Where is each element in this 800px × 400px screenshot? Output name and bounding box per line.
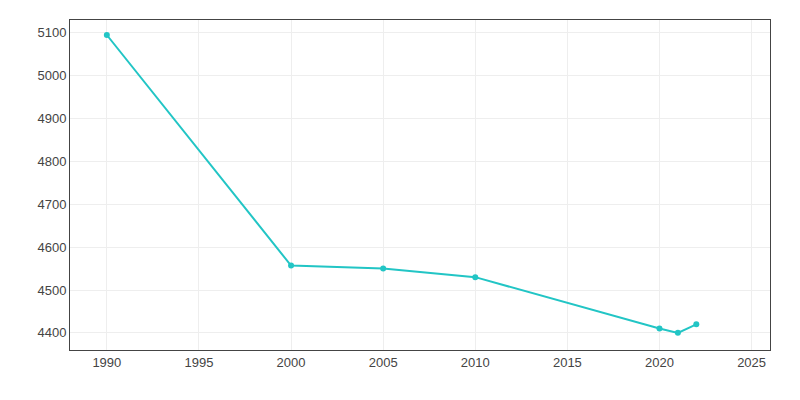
svg-text:2015: 2015 (553, 355, 582, 370)
svg-text:2005: 2005 (369, 355, 398, 370)
svg-text:2000: 2000 (277, 355, 306, 370)
svg-text:5100: 5100 (37, 25, 66, 40)
svg-text:1990: 1990 (92, 355, 121, 370)
svg-text:1995: 1995 (184, 355, 213, 370)
svg-text:4800: 4800 (37, 154, 66, 169)
svg-text:4400: 4400 (37, 325, 66, 340)
svg-text:4900: 4900 (37, 111, 66, 126)
svg-text:4700: 4700 (37, 197, 66, 212)
svg-text:5000: 5000 (37, 68, 66, 83)
svg-text:2020: 2020 (645, 355, 674, 370)
svg-text:4600: 4600 (37, 240, 66, 255)
svg-text:4500: 4500 (37, 283, 66, 298)
svg-text:2025: 2025 (737, 355, 766, 370)
svg-text:2010: 2010 (461, 355, 490, 370)
